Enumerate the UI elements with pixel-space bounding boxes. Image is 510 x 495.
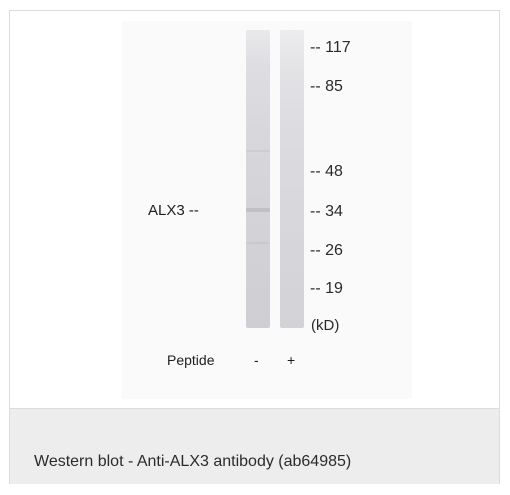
figure-card: -- 117 -- 85 -- 48 -- 34 -- 26 -- 19 (kD…: [9, 10, 500, 484]
blot-lane-1: [246, 30, 270, 328]
marker-label-48: -- 48: [310, 163, 343, 180]
faint-band: [246, 150, 270, 152]
caption-bar: Western blot - Anti-ALX3 antibody (ab649…: [10, 408, 499, 484]
marker-label-34: -- 34: [310, 203, 343, 220]
peptide-minus-sign: -: [254, 352, 259, 368]
unit-label: (kD): [311, 317, 340, 334]
faint-band: [246, 242, 270, 244]
marker-label-19: -- 19: [310, 280, 343, 297]
marker-label-117: -- 117: [310, 39, 351, 56]
figure-caption: Western blot - Anti-ALX3 antibody (ab649…: [34, 453, 352, 470]
blot-lane-2: [280, 30, 304, 328]
marker-label-26: -- 26: [310, 242, 343, 259]
peptide-label: Peptide: [167, 352, 215, 368]
western-blot-figure: -- 117 -- 85 -- 48 -- 34 -- 26 -- 19 (kD…: [10, 11, 499, 408]
alx3-band: [246, 208, 270, 212]
peptide-plus-sign: +: [287, 352, 296, 368]
marker-label-85: -- 85: [310, 78, 343, 95]
protein-label: ALX3 --: [148, 202, 199, 219]
